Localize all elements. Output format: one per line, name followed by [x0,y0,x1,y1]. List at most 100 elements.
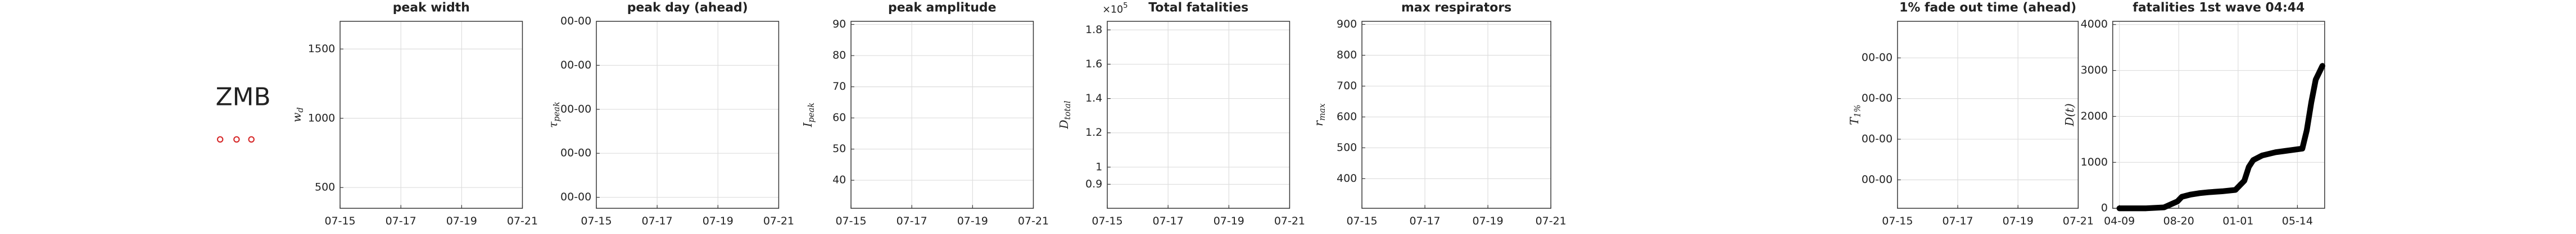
axes-frame [2112,21,2325,209]
x-tick-label: 07-15 [1882,215,1913,227]
y-tick-label: 600 [1337,111,1357,123]
y-axis-label: τpeak [546,102,561,128]
axes-frame [339,21,523,209]
x-tick-label: 07-15 [1346,215,1377,227]
label-main: I [801,122,814,127]
y-tick-label: 3000 [2081,64,2108,76]
data-line [2116,63,2325,212]
y-tick-label: 800 [1337,49,1357,61]
y-tick-label: 00-00 [1862,92,1893,104]
label-main: D [1057,120,1070,129]
chart-title: 1% fade out time (ahead) [1899,1,2076,15]
label-main: D(t) [2062,103,2076,127]
plot-area [851,21,1034,209]
y-tick-label: 00-00 [1862,173,1893,186]
chart-title: Total fatalities [1148,1,1248,15]
x-tick-label: 08-20 [2163,215,2194,227]
x-tick-label: 07-17 [1409,215,1440,227]
y-tick-label: 1000 [2081,156,2108,168]
plot-area [1897,21,2079,209]
y-axis-label: T1% [1847,104,1862,125]
chart-title: max respirators [1401,1,1511,15]
y-axis-label: wd [290,107,305,122]
marker [233,136,240,143]
x-tick-label: 07-21 [2063,215,2094,227]
label-main: T [1847,117,1860,125]
x-tick-label: 07-19 [2003,215,2034,227]
y-tick-label: 70 [832,80,846,93]
label-sub: max [1318,103,1327,121]
y-tick-label: 00-00 [1862,133,1893,145]
y-tick-label: 1500 [308,43,335,55]
plot-area [340,21,523,209]
chart-title: peak day (ahead) [627,1,748,15]
axes-frame [850,21,1034,209]
exponent: 5 [1123,2,1128,10]
y-tick-label: 2000 [2081,110,2108,122]
y-tick-label: 90 [832,18,846,30]
y-tick-label: 80 [832,49,846,62]
axes-frame [1897,21,2079,209]
marker [216,136,224,143]
x-tick-label: 07-19 [1473,215,1504,227]
marker [248,136,255,143]
chart-title: fatalities 1st wave 04:44 [2133,1,2305,15]
y-tick-label: 40 [832,174,846,186]
y-tick-label: 500 [1337,141,1357,154]
chart-title: peak amplitude [888,1,996,15]
y-tick-label: 400 [1337,172,1357,185]
multiplier: ×10 [1102,4,1123,16]
x-tick-label: 07-17 [642,215,673,227]
x-tick-label: 07-17 [897,215,927,227]
y-tick-label: 00-00 [1862,52,1893,64]
x-tick-label: 07-17 [1942,215,1973,227]
axes-frame [1107,21,1291,209]
y-tick-label: 0 [2101,202,2108,214]
x-tick-label: 07-15 [1092,215,1122,227]
label-sub: 1% [1853,104,1863,117]
chart-title: peak width [393,1,470,15]
label-main: r [1312,120,1325,126]
y-tick-label: 60 [832,112,846,124]
x-tick-label: 07-21 [1274,215,1305,227]
label-main: w [290,112,304,122]
x-tick-label: 07-19 [446,215,477,227]
y-tick-label: 00-00 [560,59,591,71]
y-tick-label: 50 [832,143,846,155]
y-tick-label: 1.2 [1085,126,1102,139]
x-tick-label: 07-21 [507,215,538,227]
x-tick-label: 07-21 [1536,215,1567,227]
y-axis-label: rmax [1312,103,1327,126]
y-tick-label: 00-00 [560,191,591,203]
y-tick-label: 1.4 [1085,92,1102,104]
label-sub: peak [807,103,816,123]
y-tick-label: 1000 [308,112,335,124]
y-tick-label: 4000 [2081,18,2108,30]
plot-area [1107,21,1290,209]
y-tick-label: 00-00 [560,15,591,27]
x-tick-label: 07-15 [581,215,612,227]
x-tick-label: 07-19 [703,215,734,227]
x-tick-label: 05-14 [2282,215,2313,227]
x-tick-label: 07-21 [763,215,794,227]
y-tick-label: 00-00 [560,147,591,159]
x-tick-label: 07-15 [835,215,866,227]
label-sub: d [296,107,305,112]
y-tick-label: 700 [1337,80,1357,92]
label-sub: peak [552,102,562,122]
plot-area [596,21,779,209]
x-tick-label: 07-17 [1153,215,1184,227]
x-tick-label: 07-15 [324,215,355,227]
x-tick-label: 07-19 [957,215,988,227]
x-tick-label: 07-21 [1018,215,1049,227]
y-tick-label: 500 [315,181,335,194]
plot-area [2112,21,2325,209]
country-label: ZMB [216,82,271,111]
x-tick-label: 07-19 [1214,215,1244,227]
y-axis-label: Ipeak [801,103,816,128]
y-tick-label: 1.6 [1085,58,1102,70]
label-sub: total [1063,100,1072,120]
plot-area [1362,21,1551,209]
y-axis-label: D(t) [2062,103,2076,127]
